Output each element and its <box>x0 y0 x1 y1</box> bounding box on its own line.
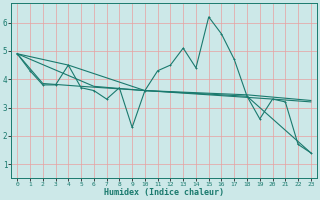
X-axis label: Humidex (Indice chaleur): Humidex (Indice chaleur) <box>104 188 224 197</box>
